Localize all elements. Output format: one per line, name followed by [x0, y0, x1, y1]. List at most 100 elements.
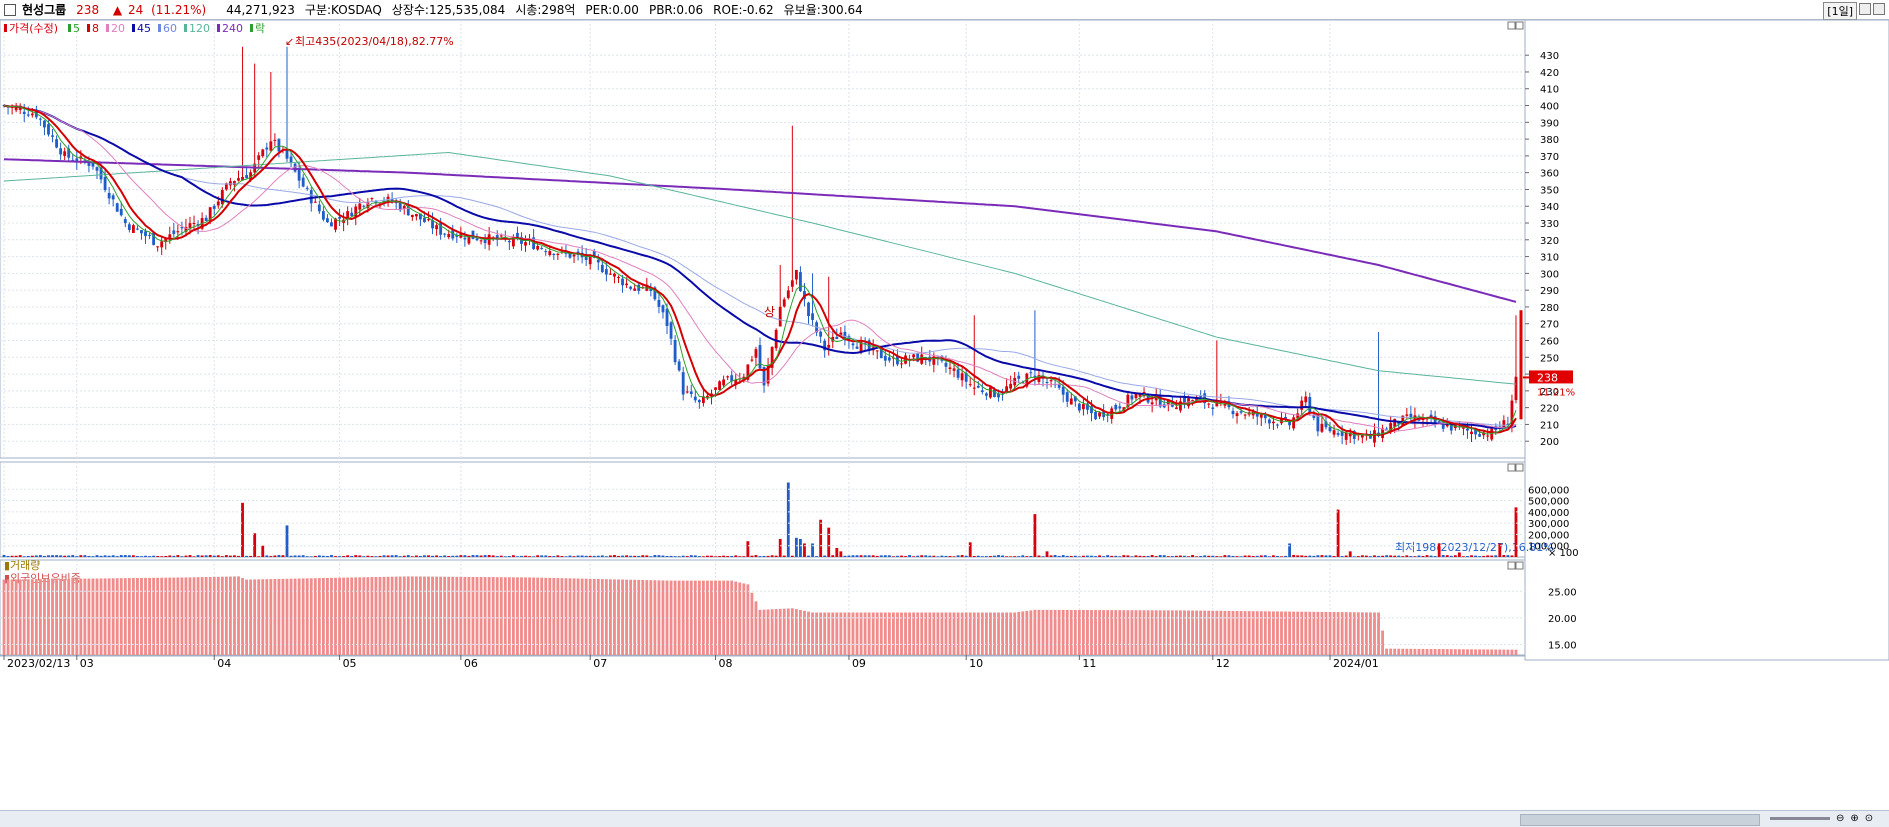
foreign-ratio-bar	[499, 577, 503, 655]
candle-body	[649, 287, 653, 291]
candle	[855, 340, 859, 349]
foreign-ratio-bar	[863, 612, 867, 655]
candle-body	[317, 204, 321, 212]
candle	[1276, 423, 1279, 429]
volume-bar	[382, 555, 386, 557]
stock-chart[interactable]: 200 210 220 230 240 250 260 270 280 290 300 310 320 3…	[0, 0, 1889, 810]
candle-body	[1090, 406, 1093, 414]
candle-body	[1073, 396, 1077, 402]
zoom-out-icon[interactable]: ⊖	[1836, 813, 1845, 824]
volume-bar	[487, 555, 491, 557]
zoom-slider[interactable]	[1770, 817, 1830, 820]
foreign-ratio-bar	[625, 579, 629, 655]
volume-bar	[406, 555, 410, 557]
candle-body	[1276, 424, 1279, 426]
scroll-thumb[interactable]	[1520, 814, 1760, 826]
candle-body	[38, 118, 42, 120]
y-tick-label: 400	[1540, 102, 1559, 113]
volume-bar	[1401, 556, 1405, 557]
candle	[948, 361, 952, 375]
candle-body	[1021, 382, 1025, 384]
legend-swatch	[132, 24, 135, 32]
candle-body	[111, 195, 115, 200]
foreign-ratio-bar	[1494, 649, 1498, 655]
select-checkbox[interactable]	[4, 3, 16, 16]
zoom-in-icon[interactable]: ⊕	[1850, 813, 1859, 824]
horizontal-scrollbar[interactable]: ⊖ ⊕ ⊙	[0, 810, 1889, 827]
volume-bar	[95, 555, 99, 557]
foreign-ratio-bar	[237, 576, 240, 655]
candle-body	[1174, 407, 1178, 410]
candle-body	[1150, 402, 1154, 405]
listed-shares: 상장수:125,535,084	[391, 3, 506, 17]
candle	[131, 223, 135, 233]
foreign-ratio-bar	[220, 576, 224, 655]
volume-bar	[960, 555, 964, 557]
volume-bar	[419, 555, 422, 557]
candle	[285, 46, 289, 162]
candle-body	[269, 141, 273, 151]
candle	[673, 335, 677, 365]
legend-swatch	[68, 24, 71, 32]
candle	[91, 162, 95, 170]
candle	[123, 216, 127, 228]
volume-bar	[1187, 556, 1190, 557]
foreign-ratio-bar	[738, 582, 742, 655]
ma120-line	[3, 151, 1517, 385]
volume-bar	[887, 555, 891, 557]
volume-bar	[1041, 556, 1045, 557]
foreign-ratio-bar	[912, 612, 916, 655]
volume-bar	[119, 555, 123, 557]
volume-bar	[313, 555, 317, 557]
minimize-icon[interactable]	[1859, 3, 1871, 15]
candle	[1017, 371, 1021, 384]
volume-bar	[600, 555, 604, 557]
candle-body	[362, 205, 366, 207]
foreign-ratio-bar	[1041, 609, 1045, 655]
foreign-ratio-bar	[18, 579, 22, 655]
foreign-ratio-bar	[596, 578, 600, 655]
volume-bar	[111, 555, 115, 557]
zoom-reset-icon[interactable]: ⊙	[1864, 813, 1874, 824]
stock-name[interactable]: 현성그룹	[22, 3, 67, 17]
volume-bar	[1324, 555, 1328, 557]
candle-body	[661, 305, 665, 313]
foreign-ratio-bar	[22, 579, 26, 655]
volume-bar	[1049, 555, 1053, 557]
volume-bar	[1284, 555, 1287, 557]
foreign-ratio-bar	[799, 609, 802, 655]
volume-bar	[261, 545, 265, 557]
volume-bar	[1267, 556, 1271, 557]
volume-value: 44,271,923	[226, 2, 295, 17]
foreign-ratio-bar	[1373, 612, 1376, 655]
foreign-ratio-bar	[1393, 648, 1397, 655]
volume-bar	[572, 556, 576, 557]
volume-bar	[1344, 555, 1348, 557]
volume-bar	[386, 555, 390, 557]
foreign-ratio-bar	[91, 578, 95, 655]
foreign-ratio-bar	[443, 576, 447, 655]
period-button[interactable]: [1일]	[1823, 2, 1857, 20]
per-value: PER:0.00	[585, 2, 639, 17]
foreign-ratio-bar	[475, 576, 479, 655]
low-annotation: 최저198(2023/12/27),16.81%	[1395, 541, 1554, 554]
foreign-ratio-bar	[803, 610, 806, 655]
maximize-icon[interactable]	[1873, 3, 1885, 15]
candle-body	[237, 178, 240, 181]
foreign-ratio-bar	[148, 577, 151, 655]
foreign-ratio-bar	[1001, 612, 1004, 655]
candle-body	[1328, 426, 1332, 432]
volume-bar	[1045, 551, 1049, 557]
candle	[556, 253, 560, 261]
candle-body	[495, 235, 499, 240]
candle-body	[475, 238, 479, 241]
candle-body	[839, 332, 843, 336]
volume-bar	[1094, 556, 1097, 557]
candle	[1207, 402, 1211, 409]
foreign-ratio-bar	[1114, 610, 1118, 655]
volume-bar	[1474, 555, 1477, 557]
candle-body	[685, 391, 689, 393]
candle-body	[366, 202, 370, 209]
candle	[839, 326, 843, 337]
volume-bar	[1138, 555, 1142, 557]
